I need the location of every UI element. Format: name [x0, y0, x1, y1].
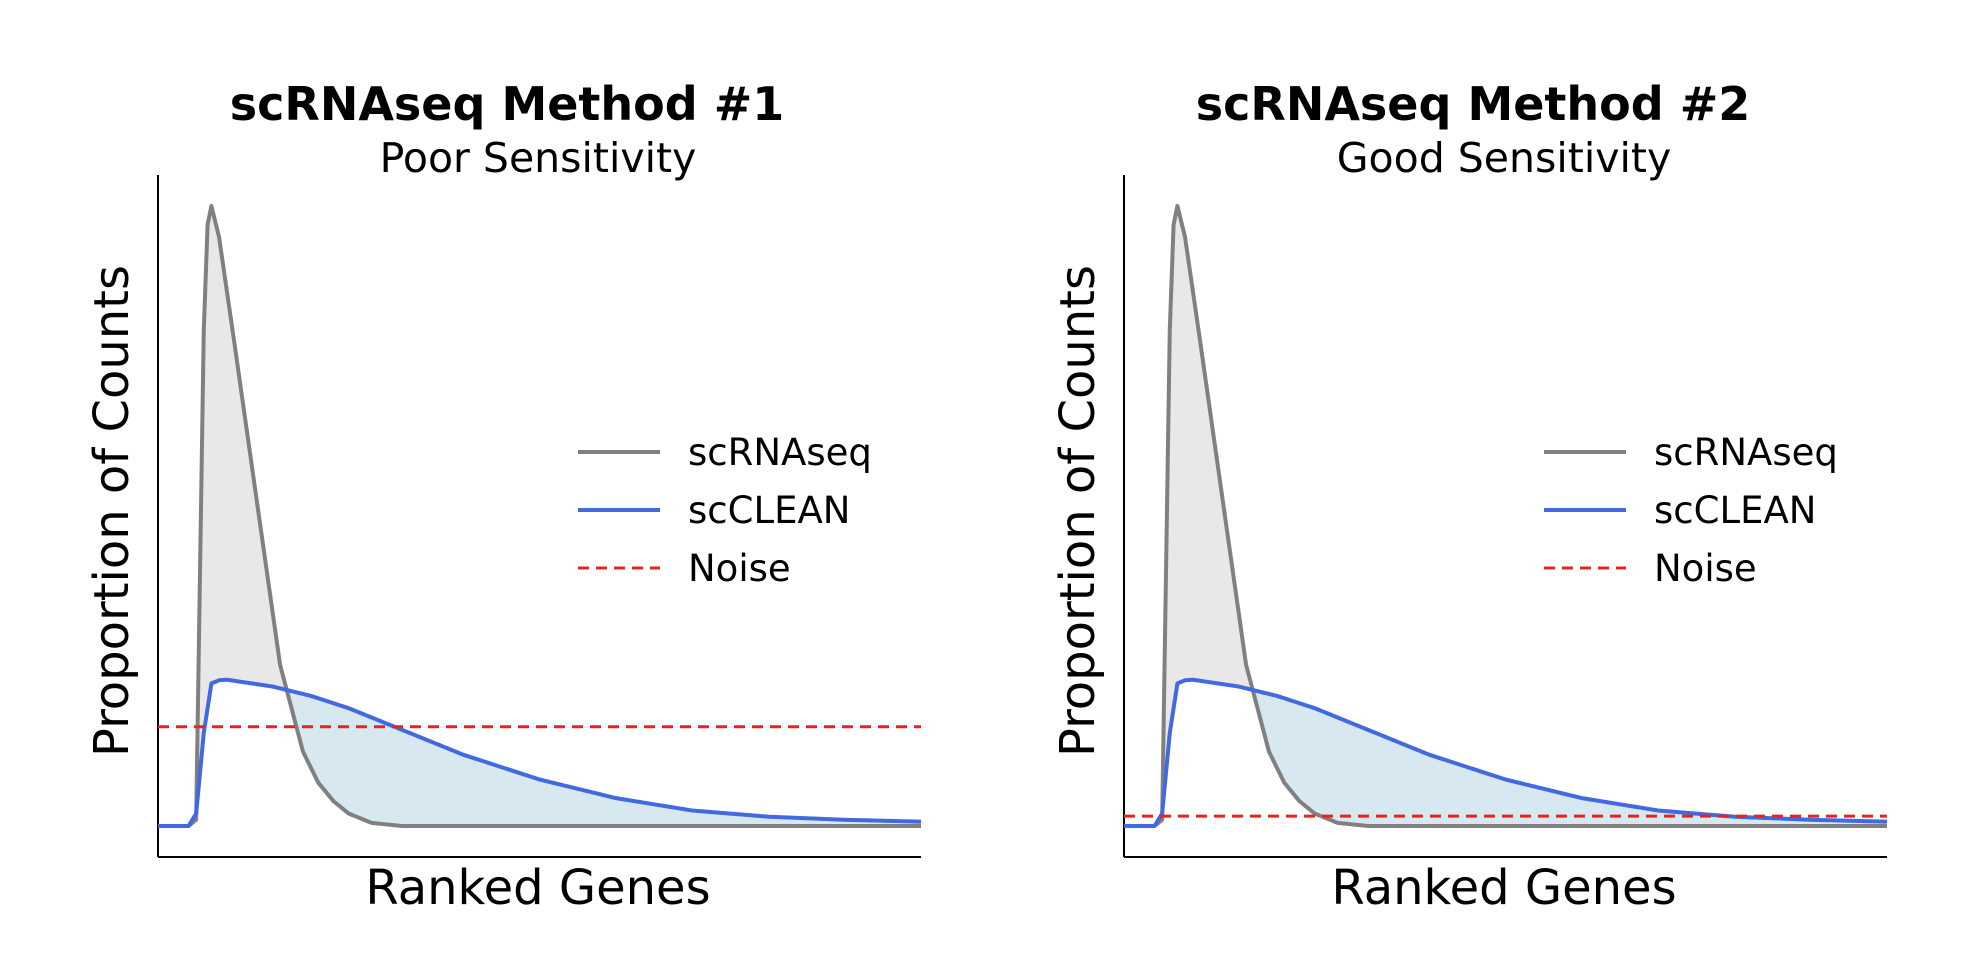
legend-label-scclean: scCLEAN [688, 489, 850, 532]
legend-label-noise: Noise [1654, 547, 1757, 590]
chart-panel-2: scRNAseq Method #2 Good Sensitivity Prop… [1050, 77, 1888, 916]
chart-subtitle: Poor Sensitivity [380, 134, 697, 182]
x-axis-label: Ranked Genes [1331, 860, 1676, 916]
scclean-excess-fill [1253, 690, 1887, 826]
plot-area [157, 175, 922, 858]
series-line-scclean [157, 677, 922, 828]
scrnaseq-excess-fill [1164, 206, 1254, 794]
legend: scRNAseq scCLEAN Noise [578, 431, 872, 590]
legend: scRNAseq scCLEAN Noise [1544, 431, 1838, 590]
series-line-scclean [1123, 677, 1888, 828]
chart-subtitle: Good Sensitivity [1337, 134, 1671, 182]
legend-label-scrnaseq: scRNAseq [688, 431, 872, 474]
legend-label-scclean: scCLEAN [1654, 489, 1816, 532]
plot-area [1123, 175, 1888, 858]
series-line-scrnaseq [157, 204, 922, 828]
scclean-excess-fill [287, 690, 922, 826]
series-line-scrnaseq [1123, 204, 1888, 828]
chart-title: scRNAseq Method #1 [230, 77, 785, 131]
scrnaseq-excess-fill [198, 206, 288, 794]
y-axis-label: Proportion of Counts [1050, 265, 1106, 757]
chart-title: scRNAseq Method #2 [1196, 77, 1751, 131]
x-axis-label: Ranked Genes [365, 860, 710, 916]
legend-label-noise: Noise [688, 547, 791, 590]
y-axis-label: Proportion of Counts [84, 265, 140, 757]
chart-panel-1: scRNAseq Method #1 Poor Sensitivity Prop… [84, 77, 922, 916]
legend-label-scrnaseq: scRNAseq [1654, 431, 1838, 474]
